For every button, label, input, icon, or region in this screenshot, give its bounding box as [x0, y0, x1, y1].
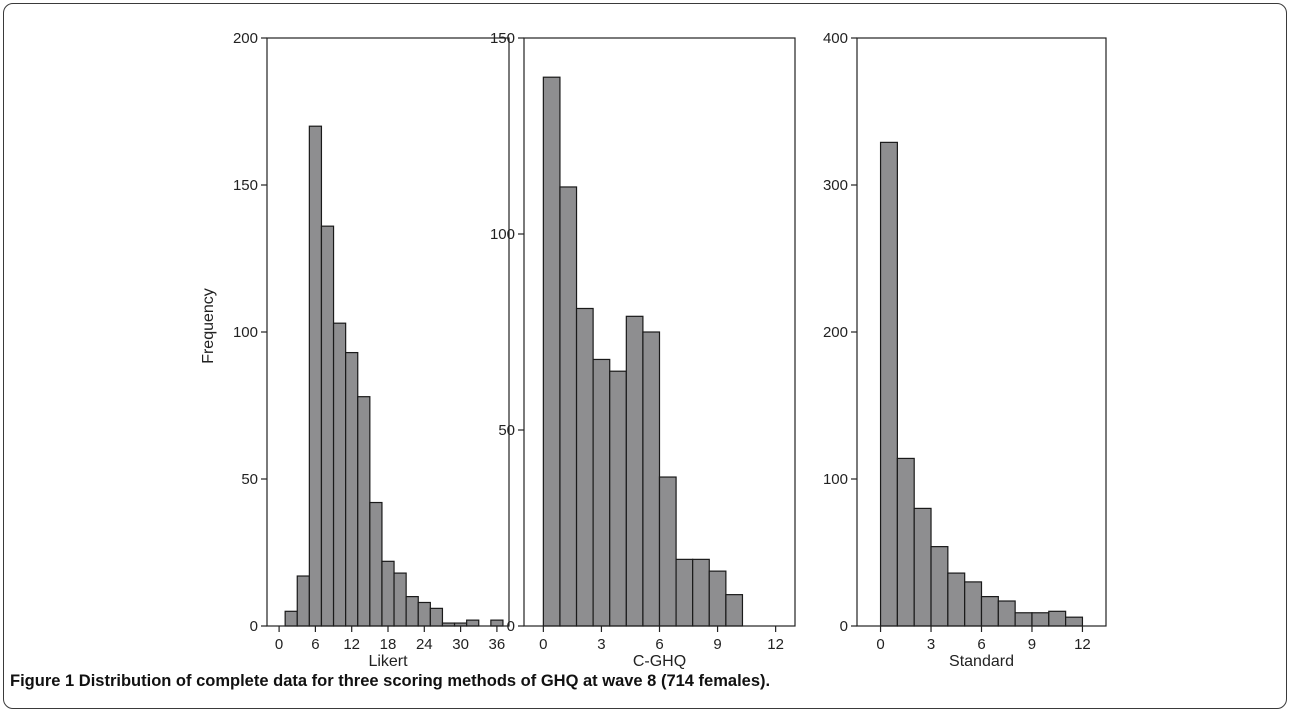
panel-1-y-tick-label: 150 — [233, 177, 258, 194]
panel-3-x-tick-label: 3 — [927, 636, 935, 653]
panel-2-x-axis-title: C-GHQ — [633, 653, 686, 670]
panel-1-bar — [332, 322, 347, 627]
panel-2-x-tick-label: 3 — [597, 636, 605, 653]
panel-3-x-axis-title: Standard — [949, 653, 1014, 670]
panel-1-bar — [308, 125, 323, 627]
panel-2-bar — [575, 307, 594, 627]
panel-2-bar — [642, 331, 661, 627]
panel-2-bar — [609, 370, 627, 627]
panel-1-bar — [393, 572, 407, 627]
panel-1-x-tick-label: 6 — [311, 636, 319, 653]
panel-3-y-tick-label: 100 — [823, 471, 848, 488]
panel-1-bar — [417, 601, 431, 627]
panel-3-bar — [930, 546, 949, 627]
panel-2-bar — [625, 315, 644, 627]
panel-1-plot-frame — [266, 37, 510, 627]
panel-3-bar — [947, 572, 966, 627]
panel-2-bar — [658, 476, 677, 627]
figure-caption: Figure 1 Distribution of complete data f… — [10, 672, 770, 691]
panel-1-bar — [357, 396, 371, 627]
panel-3-x-tick-label: 6 — [977, 636, 985, 653]
panel-1-bar — [490, 619, 504, 627]
panel-1-x-tick-label: 0 — [275, 636, 283, 653]
panel-1-bar — [320, 225, 335, 627]
figure-frame — [3, 3, 1287, 709]
panel-2-x-tick-label: 0 — [539, 636, 547, 653]
panel-1-x-tick-label: 36 — [489, 636, 506, 653]
panel-2-bar — [592, 358, 611, 627]
figure-label: Figure 1 — [10, 672, 75, 690]
panel-3-bar — [913, 507, 932, 627]
panel-2-y-tick-label: 100 — [490, 226, 515, 243]
panel-2-bar — [708, 570, 727, 627]
panel-1-bar — [296, 575, 310, 627]
panel-1-bar — [405, 595, 419, 627]
panel-3-y-tick-label: 300 — [823, 177, 848, 194]
panel-3-x-tick-label: 0 — [876, 636, 884, 653]
panel-1-bar — [429, 607, 444, 627]
panel-3-bar — [1048, 610, 1067, 627]
panel-1-bar — [284, 610, 298, 627]
panel-1-y-tick-label: 0 — [250, 618, 258, 635]
panel-1-x-axis-title: Likert — [368, 653, 408, 670]
panel-3-bar — [1014, 612, 1033, 627]
panel-2-y-tick-label: 0 — [507, 618, 515, 635]
panel-1-y-tick-label: 200 — [233, 30, 258, 47]
panel-1-bar — [381, 560, 395, 627]
panel-3-bar — [1031, 612, 1050, 627]
panel-3-bar — [964, 581, 983, 627]
panel-2-bar — [725, 594, 744, 627]
panel-2-x-tick-label: 6 — [655, 636, 663, 653]
panel-1-x-tick-label: 18 — [380, 636, 397, 653]
panel-3-bar — [980, 595, 999, 627]
panel-3-bar — [896, 457, 915, 627]
panel-2-bar — [675, 558, 694, 627]
panel-2-bar — [692, 558, 710, 627]
panel-2-y-tick-label: 50 — [498, 422, 515, 439]
panel-1-x-tick-label: 30 — [452, 636, 469, 653]
panel-2-bar — [559, 186, 578, 627]
panel-2-y-tick-label: 150 — [490, 30, 515, 47]
y-axis-title: Frequency — [200, 288, 217, 364]
panel-1-y-tick-label: 50 — [241, 471, 258, 488]
panel-2-bar — [542, 76, 561, 627]
panel-2-x-tick-label: 9 — [713, 636, 721, 653]
panel-3-bar — [997, 600, 1016, 627]
panel-1-x-tick-label: 12 — [343, 636, 360, 653]
panel-1-bar — [345, 351, 359, 627]
panel-1-y-tick-label: 100 — [233, 324, 258, 341]
panel-3-y-tick-label: 200 — [823, 324, 848, 341]
panel-1-bar — [466, 619, 480, 627]
panel-3-y-tick-label: 400 — [823, 30, 848, 47]
panel-3-bar — [879, 141, 898, 627]
panel-3-y-tick-label: 0 — [840, 618, 848, 635]
panel-3-x-tick-label: 12 — [1074, 636, 1091, 653]
caption-text: Distribution of complete data for three … — [78, 672, 771, 690]
panel-1-bar — [369, 501, 383, 627]
panel-1-x-tick-label: 24 — [416, 636, 433, 653]
panel-3-bar — [1065, 616, 1084, 627]
panel-3-x-tick-label: 9 — [1028, 636, 1036, 653]
panel-2-x-tick-label: 12 — [767, 636, 784, 653]
